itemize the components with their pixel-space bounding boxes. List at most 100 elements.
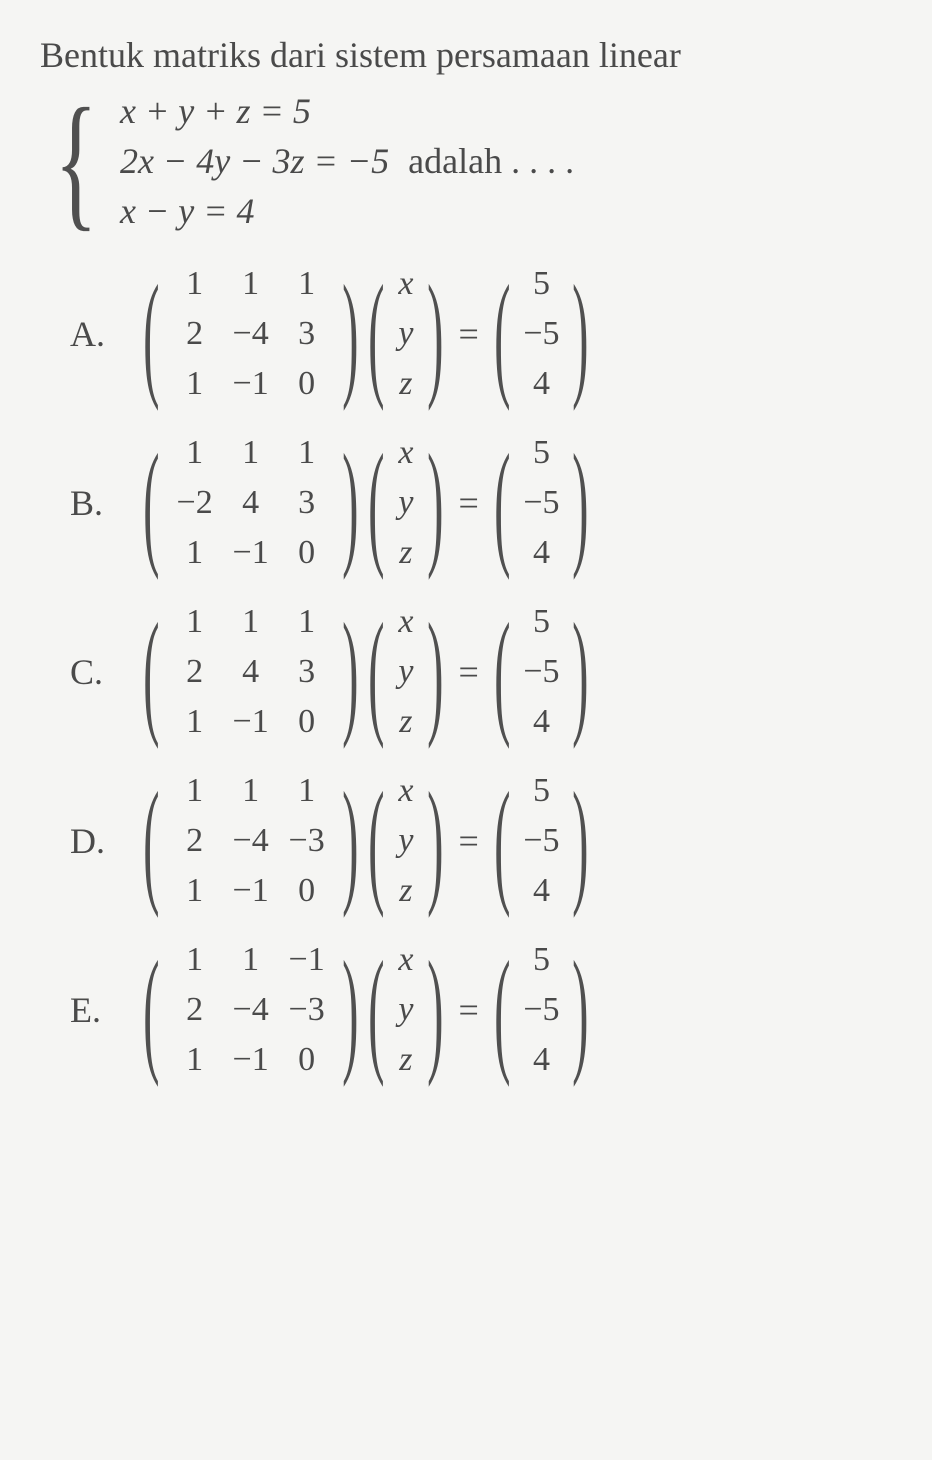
cell: y [392,822,420,860]
cell: z [392,1041,420,1079]
cell: 0 [279,1041,335,1079]
equals-sign: = [459,820,479,862]
equation-2-left: 2x − 4y − 3z = −5 [120,141,389,181]
paren-right: ) [342,958,358,1063]
cell: −4 [223,822,279,860]
cell: x [392,941,420,979]
option-e: E. ( 11−1 2−4−3 1−10 ) ( x y z ) [70,933,892,1087]
cell: −1 [279,941,335,979]
equation-system: { x + y + z = 5 2x − 4y − 3z = −5 adalah… [40,90,892,232]
option-a-coef-matrix: ( 111 2−43 1−10 ) [140,257,361,411]
paren-left: ( [368,451,384,556]
option-d-coef-matrix: ( 111 2−4−3 1−10 ) [140,764,361,918]
cell: x [392,772,420,810]
option-d-label: D. [70,820,120,862]
cell: x [392,434,420,472]
option-c: C. ( 111 243 1−10 ) ( x y z ) = [70,595,892,749]
cell: 1 [167,365,223,403]
option-c-equation: ( 111 243 1−10 ) ( x y z ) = ( [140,595,592,749]
paren-left: ( [143,789,159,894]
cell: 4 [517,534,565,572]
cell: 5 [517,941,565,979]
option-c-coef-matrix: ( 111 243 1−10 ) [140,595,361,749]
cell: 5 [517,603,565,641]
cell: 3 [279,653,335,691]
equation-2: 2x − 4y − 3z = −5 adalah . . . . [120,140,574,182]
option-d-var-matrix: ( x y z ) [365,764,446,918]
paren-left: ( [494,451,510,556]
paren-right: ) [427,282,443,387]
cell: x [392,265,420,303]
cell: −2 [167,484,223,522]
options-list: A. ( 111 2−43 1−10 ) ( x y z ) = [40,257,892,1087]
cell: 2 [167,315,223,353]
option-e-var-matrix: ( x y z ) [365,933,446,1087]
paren-left: ( [368,789,384,894]
paren-left: ( [494,620,510,725]
cell: −1 [223,703,279,741]
cell: 5 [517,265,565,303]
cell: z [392,703,420,741]
cell: −4 [223,315,279,353]
cell: z [392,872,420,910]
option-b-coef-matrix: ( 111 −243 1−10 ) [140,426,361,580]
cell: y [392,991,420,1029]
cell: 4 [223,484,279,522]
option-b: B. ( 111 −243 1−10 ) ( x y z ) = [70,426,892,580]
cell: 1 [167,941,223,979]
cell: 5 [517,772,565,810]
equals-sign: = [459,989,479,1031]
option-a-label: A. [70,313,120,355]
paren-right: ) [342,451,358,556]
cell: 1 [167,603,223,641]
paren-right: ) [342,282,358,387]
cell: −3 [279,822,335,860]
cell: y [392,315,420,353]
paren-left: ( [143,620,159,725]
option-c-rhs-matrix: ( 5 −5 4 ) [491,595,592,749]
paren-right: ) [427,620,443,725]
cell: 2 [167,991,223,1029]
cell: z [392,365,420,403]
cell: 1 [223,603,279,641]
cell: 3 [279,315,335,353]
option-d-rhs-matrix: ( 5 −5 4 ) [491,764,592,918]
option-b-equation: ( 111 −243 1−10 ) ( x y z ) = ( [140,426,592,580]
equations-block: x + y + z = 5 2x − 4y − 3z = −5 adalah .… [120,90,574,232]
equation-3: x − y = 4 [120,190,574,232]
cell: 0 [279,365,335,403]
cell: −1 [223,1041,279,1079]
cell: −5 [517,653,565,691]
cell: 1 [167,703,223,741]
option-a: A. ( 111 2−43 1−10 ) ( x y z ) = [70,257,892,411]
cell: −3 [279,991,335,1029]
option-c-var-matrix: ( x y z ) [365,595,446,749]
cell: 1 [223,265,279,303]
cell: x [392,603,420,641]
paren-left: ( [494,282,510,387]
cell: 1 [167,772,223,810]
equals-sign: = [459,313,479,355]
paren-right: ) [573,282,589,387]
equals-sign: = [459,651,479,693]
cell: 2 [167,822,223,860]
cell: 1 [167,1041,223,1079]
paren-left: ( [143,958,159,1063]
cell: 1 [223,772,279,810]
cell: −5 [517,822,565,860]
equation-2-suffix: adalah . . . . [408,141,574,181]
cell: 0 [279,872,335,910]
cell: 1 [279,434,335,472]
cell: 4 [517,1041,565,1079]
paren-right: ) [427,789,443,894]
cell: z [392,534,420,572]
cell: −1 [223,872,279,910]
cell: 3 [279,484,335,522]
option-e-equation: ( 11−1 2−4−3 1−10 ) ( x y z ) = ( [140,933,592,1087]
paren-right: ) [427,958,443,1063]
cell: y [392,484,420,522]
cell: 2 [167,653,223,691]
equation-1: x + y + z = 5 [120,90,574,132]
cell: 4 [517,703,565,741]
option-e-label: E. [70,989,120,1031]
